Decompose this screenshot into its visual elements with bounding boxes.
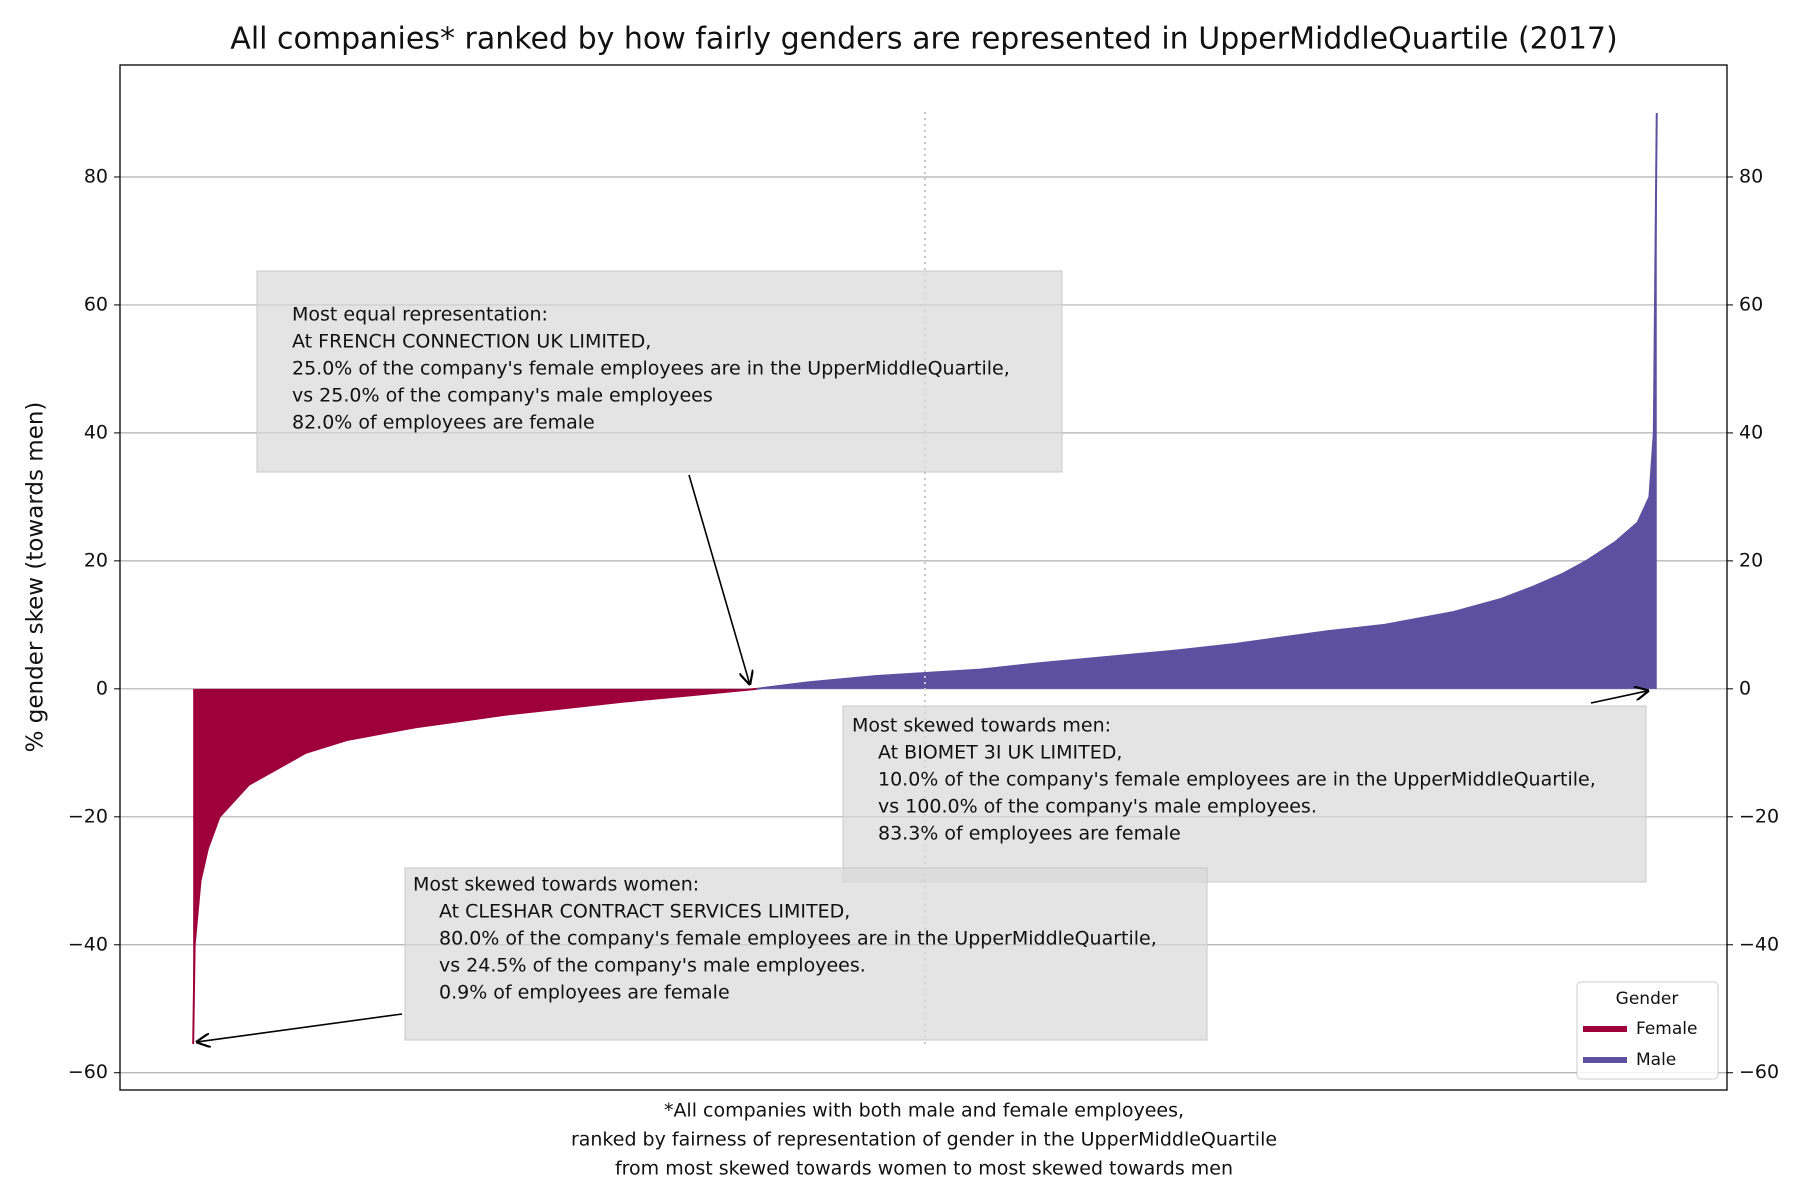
annotation-arrow bbox=[1590, 691, 1648, 704]
y2-tick-label: 60 bbox=[1739, 293, 1763, 315]
annotation-text: 0.9% of employees are female bbox=[439, 982, 730, 1004]
annotation-text: vs 100.0% of the company's male employee… bbox=[878, 796, 1317, 818]
annotation-text: Most equal representation: bbox=[292, 304, 548, 326]
y-tick-label: 20 bbox=[84, 549, 108, 571]
annotation: Most skewed towards women: At CLESHAR CON… bbox=[197, 867, 1208, 1042]
footnote: from most skewed towards women to most s… bbox=[615, 1158, 1233, 1180]
y-tick-label: −40 bbox=[68, 933, 108, 955]
legend-title: Gender bbox=[1616, 989, 1679, 1009]
y2-tick-label: −60 bbox=[1739, 1061, 1779, 1083]
y2-tick-label: 80 bbox=[1739, 165, 1763, 187]
plot-frame bbox=[119, 64, 1728, 1091]
annotation-text: 80.0% of the company's female employees … bbox=[439, 928, 1157, 950]
y-axis-label: % gender skew (towards men) bbox=[23, 402, 49, 753]
annotation-text: Most skewed towards women: bbox=[413, 874, 699, 896]
annotation-box bbox=[404, 867, 1208, 1041]
annotation-text: At FRENCH CONNECTION UK LIMITED, bbox=[292, 331, 651, 353]
y-tick-label: −20 bbox=[68, 805, 108, 827]
chart-title: All companies* ranked by how fairly gend… bbox=[230, 22, 1617, 57]
area-line bbox=[756, 112, 1658, 690]
annotation-box bbox=[842, 705, 1647, 883]
annotation-text: 83.3% of employees are female bbox=[878, 823, 1181, 845]
area-fill bbox=[193, 688, 757, 1044]
y-tick-label: 60 bbox=[84, 293, 108, 315]
footnote: ranked by fairness of representation of … bbox=[571, 1129, 1277, 1151]
y-tick-label: 40 bbox=[84, 421, 108, 443]
y2-tick-label: 0 bbox=[1739, 677, 1751, 699]
annotation-text: Most skewed towards men: bbox=[852, 715, 1111, 737]
annotation-text: 82.0% of employees are female bbox=[292, 412, 595, 434]
y-tick-label: 0 bbox=[96, 677, 108, 699]
y-tick-label: −60 bbox=[68, 1061, 108, 1083]
annotation-text: 10.0% of the company's female employees … bbox=[878, 769, 1596, 791]
annotation-text: 25.0% of the company's female employees … bbox=[292, 358, 1010, 380]
annotation-arrow bbox=[688, 474, 750, 684]
area-line bbox=[192, 687, 757, 1044]
y2-tick-label: 40 bbox=[1739, 421, 1763, 443]
annotation: Most skewed towards men: At BIOMET 3I UK … bbox=[842, 691, 1648, 883]
y2-tick-label: −40 bbox=[1739, 933, 1779, 955]
area-fill bbox=[756, 112, 1657, 689]
y-tick-label: 80 bbox=[84, 165, 108, 187]
annotation: Most equal representation: At FRENCH CONN… bbox=[256, 270, 1063, 684]
legend-label: Female bbox=[1636, 1019, 1697, 1039]
y2-tick-label: 20 bbox=[1739, 549, 1763, 571]
annotation-arrow bbox=[197, 1013, 403, 1042]
legend-label: Male bbox=[1636, 1050, 1676, 1070]
y2-tick-label: −20 bbox=[1739, 805, 1779, 827]
annotation-text: At CLESHAR CONTRACT SERVICES LIMITED, bbox=[439, 901, 850, 923]
annotation-text: vs 25.0% of the company's male employees bbox=[292, 385, 713, 407]
annotation-text: At BIOMET 3I UK LIMITED, bbox=[878, 742, 1122, 764]
legend: Gender Female Male bbox=[1576, 981, 1719, 1080]
annotation-text: vs 24.5% of the company's male employees… bbox=[439, 955, 866, 977]
footnote: *All companies with both male and female… bbox=[664, 1100, 1184, 1122]
annotation-box bbox=[256, 270, 1063, 473]
legend-box bbox=[1576, 981, 1719, 1080]
